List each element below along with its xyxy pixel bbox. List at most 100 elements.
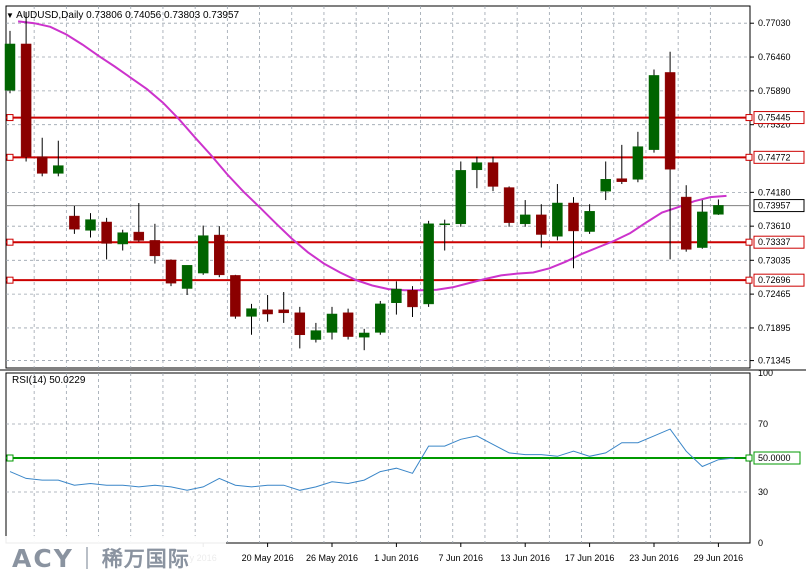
candle-bearish <box>20 43 32 157</box>
candle-bullish <box>697 211 708 248</box>
level-label: 0.73337 <box>758 237 791 247</box>
y-tick-label: 0.75320 <box>758 120 791 130</box>
watermark-divider <box>85 547 88 569</box>
x-tick-label: 17 Jun 2016 <box>565 553 615 563</box>
rsi-tick-label: 100 <box>758 368 773 378</box>
moving-average-line <box>17 20 727 292</box>
x-tick-label: 26 May 2016 <box>306 553 358 563</box>
candle-bearish <box>616 178 628 182</box>
candle-bullish <box>519 214 531 225</box>
watermark-cn-text: 稀万国际 <box>101 547 190 571</box>
level-handle-left <box>6 114 14 122</box>
rsi-header: RSI(14) 50.0229 <box>12 375 86 386</box>
level-handle-left <box>6 238 14 246</box>
y-tick-label: 0.75890 <box>758 86 791 96</box>
level-label-box <box>753 111 805 125</box>
candle-bullish <box>4 43 16 91</box>
level-label-box <box>753 150 805 164</box>
level-handle-right <box>745 238 753 246</box>
candle-bullish <box>117 232 128 245</box>
chart-header: ▼ AUDUSD,Daily 0.73806 0.74056 0.73803 0… <box>6 10 239 21</box>
candle-bearish <box>214 234 225 276</box>
candle-bearish <box>407 290 418 308</box>
y-tick-label: 0.77030 <box>758 18 791 28</box>
price-plot <box>4 11 753 351</box>
rsi-level-label: 50.0000 <box>758 453 791 463</box>
candle-bullish <box>326 313 338 333</box>
x-tick-label: 1 Jun 2016 <box>374 553 419 563</box>
candle-bearish <box>36 156 48 174</box>
candle-bearish <box>262 309 273 315</box>
candle-bullish <box>246 308 257 317</box>
level-handle-right <box>745 153 753 161</box>
candle-bullish <box>648 75 660 150</box>
price-panel-frame <box>5 5 751 369</box>
candle-bullish <box>584 211 595 232</box>
candle-bearish <box>230 275 241 317</box>
candle-bullish <box>600 179 611 192</box>
ohlc-values: 0.73806 0.74056 0.73803 0.73957 <box>86 10 240 21</box>
rsi-tick-label: 0 <box>758 538 763 548</box>
y-tick-label: 0.71345 <box>758 356 791 366</box>
rsi-plot <box>6 428 753 491</box>
candle-bearish <box>69 215 80 230</box>
y-tick-label: 0.73035 <box>758 255 791 265</box>
candle-bullish <box>358 332 370 338</box>
watermark-logo-text: ACY <box>12 543 74 573</box>
candle-bullish <box>471 162 483 171</box>
candle-bullish <box>455 170 467 225</box>
level-label-box <box>753 273 805 287</box>
level-handle-left <box>6 153 14 161</box>
candle-bearish <box>487 162 499 187</box>
current-price-label: 0.73957 <box>758 201 791 211</box>
candle-bearish <box>101 221 112 244</box>
y-tick-label: 0.76460 <box>758 52 791 62</box>
candle-bullish <box>439 223 450 226</box>
candle-bullish <box>391 288 402 303</box>
symbol-label: AUDUSD,Daily <box>16 10 84 21</box>
level-label: 0.75445 <box>758 113 791 123</box>
candle-bullish <box>375 303 386 333</box>
y-tick-label: 0.74180 <box>758 187 791 197</box>
candle-bearish <box>165 259 177 284</box>
y-tick-label: 0.71895 <box>758 323 791 333</box>
level-label-box <box>753 235 805 249</box>
x-tick-label: 20 May 2016 <box>242 553 294 563</box>
rsi-tick-label: 30 <box>758 487 768 497</box>
rsi-tick-label: 70 <box>758 419 768 429</box>
candle-bullish <box>713 205 724 215</box>
y-tick-label: 0.73610 <box>758 221 791 231</box>
candle-bullish <box>85 219 96 231</box>
level-handle-left <box>6 276 14 284</box>
candle-bearish <box>294 312 306 336</box>
current-price-box <box>753 199 805 213</box>
candle-bullish <box>53 165 64 174</box>
rsi-level-handle-right <box>745 454 753 462</box>
candle-bearish <box>133 231 145 241</box>
candle-bearish <box>536 214 547 235</box>
candle-bearish <box>568 202 579 232</box>
candle-bearish <box>342 312 354 337</box>
candle-bullish <box>632 146 644 180</box>
y-tick-label: 0.72465 <box>758 289 791 299</box>
candle-bullish <box>197 235 209 274</box>
candle-bearish <box>149 240 161 257</box>
rsi-level-box <box>753 451 801 465</box>
level-label: 0.74772 <box>758 152 791 162</box>
symbol-arrow-icon: ▼ <box>6 11 14 20</box>
candle-bearish <box>680 196 692 250</box>
candle-bearish <box>664 72 676 170</box>
x-tick-label: 29 Jun 2016 <box>694 553 744 563</box>
rsi-line <box>9 428 735 491</box>
candle-bullish <box>552 202 563 237</box>
candle-bullish <box>310 330 322 340</box>
level-handle-right <box>745 276 753 284</box>
x-tick-label: 23 Jun 2016 <box>629 553 679 563</box>
watermark-logo: ACY 稀万国际 <box>0 536 226 580</box>
candle-bullish <box>423 223 434 305</box>
x-tick-label: 7 Jun 2016 <box>439 553 484 563</box>
rsi-level-handle-left <box>6 454 14 462</box>
candle-bearish <box>503 187 515 223</box>
candle-bearish <box>278 309 289 314</box>
